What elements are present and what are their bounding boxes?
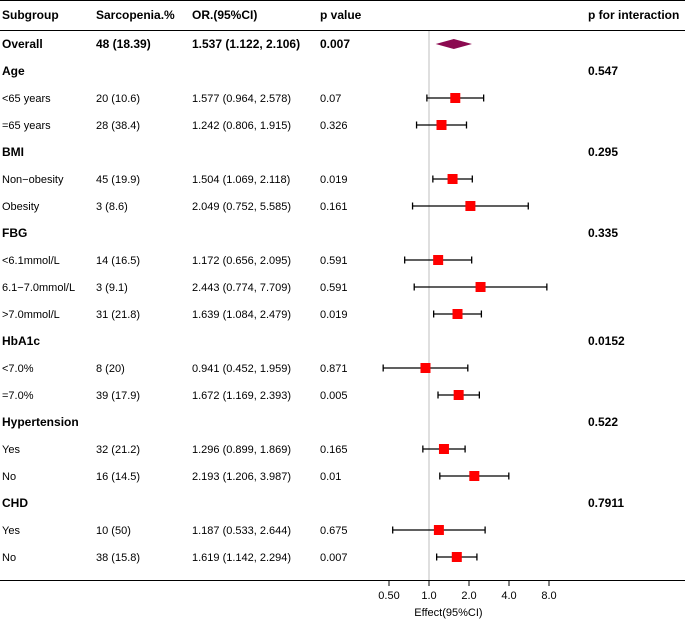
- row-p-value: 0.326: [320, 120, 348, 132]
- p-interaction-value: 0.547: [588, 64, 618, 78]
- group-title: Hypertension: [2, 415, 79, 429]
- row-p-value: 0.161: [320, 201, 348, 213]
- row-label: Obesity: [2, 201, 40, 213]
- p-interaction-value: 0.295: [588, 145, 618, 159]
- group-title: HbA1c: [2, 334, 40, 348]
- point-estimate: [450, 93, 461, 103]
- point-estimate: [438, 444, 449, 454]
- row-sarcopenia: 38 (15.8): [96, 552, 140, 564]
- point-estimate: [433, 525, 444, 535]
- p-interaction-value: 0.0152: [588, 334, 625, 348]
- overall-label: Overall: [2, 37, 43, 51]
- row-p-value: 0.591: [320, 282, 348, 294]
- group-title: Age: [2, 64, 25, 78]
- row-p-value: 0.007: [320, 552, 348, 564]
- p-interaction-value: 0.335: [588, 226, 618, 240]
- row-p-value: 0.675: [320, 525, 348, 537]
- point-estimate: [451, 552, 462, 562]
- row-or: 1.187 (0.533, 2.644): [192, 525, 291, 537]
- row-sarcopenia: 3 (9.1): [96, 282, 128, 294]
- row-p-value: 0.871: [320, 363, 348, 375]
- x-axis-label: Effect(95%CI): [414, 607, 482, 619]
- row-sarcopenia: 20 (10.6): [96, 93, 140, 105]
- row-sarcopenia: 28 (38.4): [96, 120, 140, 132]
- row-label: 6.1−7.0mmol/L: [2, 282, 75, 294]
- header-subgroup: Subgroup: [2, 8, 59, 22]
- row-sarcopenia: 10 (50): [96, 525, 131, 537]
- x-tick-label: 1.0: [421, 590, 436, 602]
- row-sarcopenia: 16 (14.5): [96, 471, 140, 483]
- header-p-value: p value: [320, 8, 362, 22]
- p-interaction-value: 0.522: [588, 415, 618, 429]
- group-title: BMI: [2, 145, 24, 159]
- row-or: 2.049 (0.752, 5.585): [192, 201, 291, 213]
- row-or: 1.504 (1.069, 2.118): [192, 174, 290, 186]
- row-p-value: 0.165: [320, 444, 348, 456]
- point-estimate: [452, 309, 463, 319]
- row-label: Yes: [2, 525, 20, 537]
- point-estimate: [465, 201, 476, 211]
- row-or: 1.619 (1.142, 2.294): [192, 552, 291, 564]
- overall-diamond: [435, 39, 472, 49]
- group-title: FBG: [2, 226, 27, 240]
- point-estimate: [420, 363, 431, 373]
- row-label: No: [2, 552, 16, 564]
- point-estimate: [436, 120, 447, 130]
- overall-or: 1.537 (1.122, 2.106): [192, 37, 300, 51]
- row-sarcopenia: 32 (21.2): [96, 444, 140, 456]
- row-or: 2.443 (0.774, 7.709): [192, 282, 291, 294]
- row-sarcopenia: 8 (20): [96, 363, 125, 375]
- row-p-value: 0.591: [320, 255, 348, 267]
- row-label: Non−obesity: [2, 174, 64, 186]
- header-p-interaction: p for interaction: [588, 8, 679, 22]
- x-tick-label: 8.0: [541, 590, 556, 602]
- row-sarcopenia: 39 (17.9): [96, 390, 140, 402]
- row-label: No: [2, 471, 16, 483]
- row-sarcopenia: 45 (19.9): [96, 174, 140, 186]
- row-or: 1.577 (0.964, 2.578): [192, 93, 291, 105]
- row-or: 1.296 (0.899, 1.869): [192, 444, 291, 456]
- row-p-value: 0.019: [320, 309, 348, 321]
- row-p-value: 0.005: [320, 390, 348, 402]
- overall-p-value: 0.007: [320, 37, 350, 51]
- row-or: 0.941 (0.452, 1.959): [192, 363, 291, 375]
- point-estimate: [475, 282, 486, 292]
- x-tick-label: 0.50: [378, 590, 399, 602]
- point-estimate: [453, 390, 464, 400]
- row-sarcopenia: 3 (8.6): [96, 201, 128, 213]
- row-or: 1.242 (0.806, 1.915): [192, 120, 291, 132]
- row-label: =65 years: [2, 120, 51, 132]
- row-or: 1.672 (1.169, 2.393): [192, 390, 291, 402]
- row-or: 1.172 (0.656, 2.095): [192, 255, 291, 267]
- p-interaction-value: 0.7911: [588, 496, 624, 510]
- x-tick-label: 4.0: [501, 590, 516, 602]
- row-or: 2.193 (1.206, 3.987): [192, 471, 291, 483]
- x-tick-label: 2.0: [461, 590, 476, 602]
- header-or: OR.(95%CI): [192, 8, 257, 22]
- row-or: 1.639 (1.084, 2.479): [192, 309, 291, 321]
- point-estimate: [469, 471, 480, 481]
- row-sarcopenia: 31 (21.8): [96, 309, 140, 321]
- row-p-value: 0.019: [320, 174, 348, 186]
- row-p-value: 0.01: [320, 471, 341, 483]
- row-label: >7.0mmol/L: [2, 309, 60, 321]
- group-title: CHD: [2, 496, 28, 510]
- overall-sarcopenia: 48 (18.39): [96, 37, 151, 51]
- row-label: Yes: [2, 444, 20, 456]
- header-sarcopenia: Sarcopenia.%: [96, 8, 175, 22]
- point-estimate: [433, 255, 444, 265]
- point-estimate: [447, 174, 458, 184]
- row-label: =7.0%: [2, 390, 34, 402]
- row-label: <6.1mmol/L: [2, 255, 60, 267]
- row-sarcopenia: 14 (16.5): [96, 255, 140, 267]
- row-label: <7.0%: [2, 363, 34, 375]
- row-p-value: 0.07: [320, 93, 341, 105]
- row-label: <65 years: [2, 93, 51, 105]
